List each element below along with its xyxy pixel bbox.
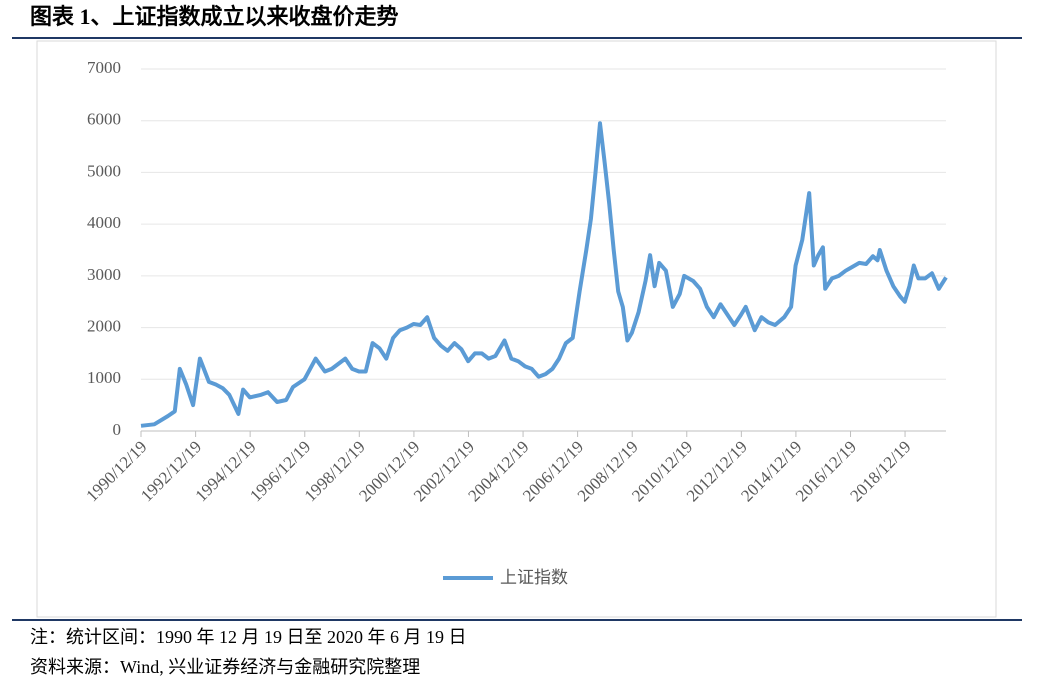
y-tick-label: 1000 xyxy=(87,368,121,387)
y-tick-label: 2000 xyxy=(87,316,121,335)
chart-frame xyxy=(36,40,997,618)
y-tick-label: 0 xyxy=(113,420,122,439)
y-tick-label: 6000 xyxy=(87,110,121,129)
y-tick-label: 4000 xyxy=(87,213,121,232)
chart-title: 图表 1、上证指数成立以来收盘价走势 xyxy=(30,4,399,29)
source: 资料来源：Wind, 兴业证券经济与金融研究院整理 xyxy=(30,657,420,677)
note: 注：统计区间：1990 年 12 月 19 日至 2020 年 6 月 19 日 xyxy=(30,627,467,647)
legend-label: 上证指数 xyxy=(500,568,568,588)
y-tick-label: 5000 xyxy=(87,161,121,180)
series-line xyxy=(140,121,948,428)
y-tick-label: 7000 xyxy=(87,58,121,77)
y-tick-label: 3000 xyxy=(87,265,121,284)
